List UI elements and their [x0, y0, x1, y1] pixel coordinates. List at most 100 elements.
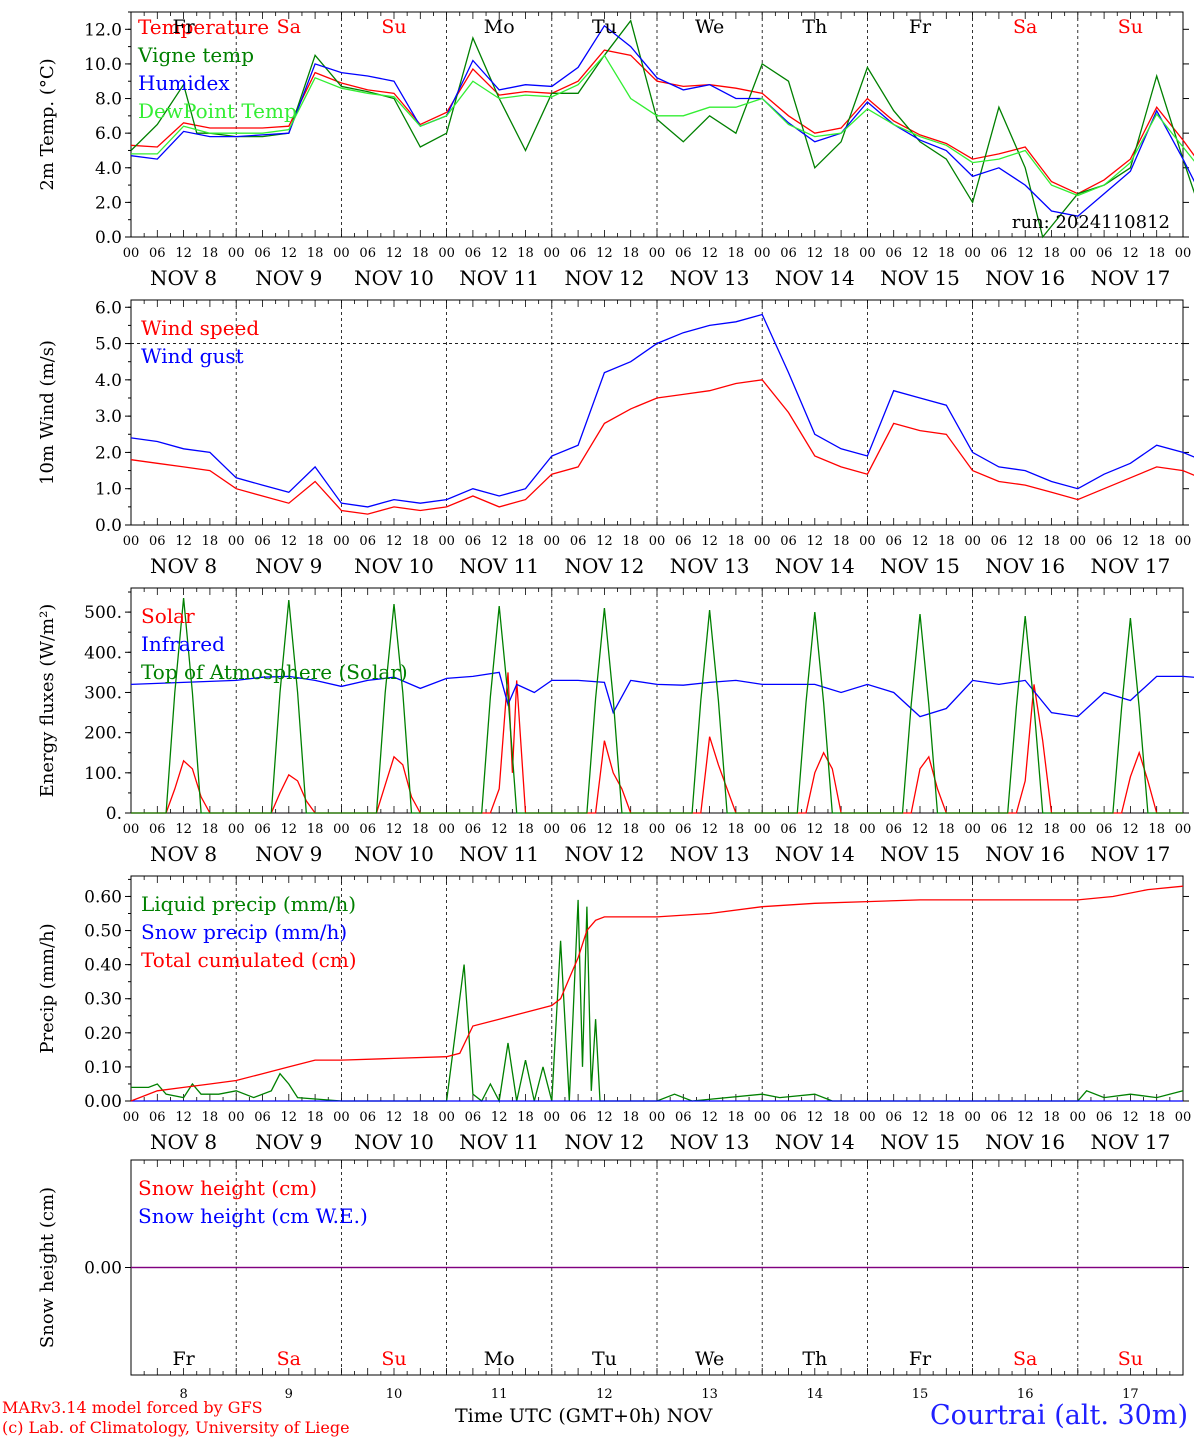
panel4-y-tick-label: 0.30	[84, 990, 122, 1010]
panel1-date-label: NOV 13	[670, 266, 750, 290]
panel3-hour-label: 18	[517, 822, 534, 837]
panel4-hour-label: 18	[938, 1110, 955, 1125]
panel1-hour-label: 18	[1148, 246, 1165, 261]
bottom-day-label: Sa	[1013, 1348, 1037, 1370]
panel2-date-label: NOV 8	[150, 554, 217, 578]
panel1-date-label: NOV 12	[565, 266, 645, 290]
top-day-label: We	[695, 16, 724, 38]
panel3-legend-entry: Solar	[141, 604, 195, 628]
panel2-y-tick-label: 5.0	[95, 335, 122, 355]
panel1-hour-label: 06	[254, 246, 271, 261]
panel3-hour-label: 00	[123, 822, 140, 837]
top-day-label: Su	[381, 16, 406, 38]
panel3-date-label: NOV 12	[565, 842, 645, 866]
panel4-date-label: NOV 8	[150, 1130, 217, 1154]
panel3-hour-label: 18	[622, 822, 639, 837]
panel1-hour-label: 00	[649, 246, 666, 261]
panel1-hour-label: 06	[780, 246, 797, 261]
panel2-hour-label: 06	[675, 534, 692, 549]
panel2-hour-label: 18	[622, 534, 639, 549]
panel4-hour-label: 00	[859, 1110, 876, 1125]
panel1-series-3	[130, 24, 1194, 217]
panel2-hour-label: 18	[1148, 534, 1165, 549]
panel4-date-label: NOV 10	[354, 1130, 434, 1154]
panel1-hour-label: 00	[544, 246, 561, 261]
panel3-hour-label: 00	[544, 822, 561, 837]
panel3-hour-label: 12	[175, 822, 192, 837]
panel1-hour-label: 06	[465, 246, 482, 261]
panel2-legend-entry: Wind gust	[141, 344, 244, 368]
panel2-y-tick-label: 4.0	[95, 371, 122, 391]
panel4-y-axis-label: Precip (mm/h)	[37, 923, 58, 1053]
panel3-hour-label: 06	[885, 822, 902, 837]
panel4-hour-label: 06	[1096, 1110, 1113, 1125]
panel3-hour-label: 06	[254, 822, 271, 837]
panel2-y-tick-label: 0.0	[95, 516, 122, 536]
panel2-date-label: NOV 16	[985, 554, 1065, 578]
panel1-hour-label: 18	[307, 246, 324, 261]
panel3-legend-entry: Infrared	[141, 632, 225, 656]
panel2-hour-label: 06	[780, 534, 797, 549]
panel1-hour-label: 18	[833, 246, 850, 261]
panel4-date-label: NOV 15	[880, 1130, 960, 1154]
panel2-y-axis-label: 10m Wind (m/s)	[37, 340, 58, 485]
panel1-hour-label: 00	[438, 246, 455, 261]
bottom-day-number: 10	[386, 1387, 403, 1402]
bottom-day-number: 16	[1017, 1387, 1034, 1402]
panel3-hour-label: 12	[596, 822, 613, 837]
panel1-y-tick-label: 10.0	[84, 55, 122, 75]
panel1-hour-label: 06	[991, 246, 1008, 261]
panel4-hour-label: 12	[386, 1110, 403, 1125]
panel2-hour-label: 12	[1017, 534, 1034, 549]
panel2-hour-label: 06	[570, 534, 587, 549]
panel1-hour-label: 12	[175, 246, 192, 261]
run-label: run: 2024110812	[1012, 212, 1170, 233]
top-day-label: Mo	[484, 16, 515, 38]
panel1-y-tick-label: 8.0	[95, 90, 122, 110]
panel3-y-tick-label: 400.	[84, 643, 122, 663]
panel5-y-axis-label: Snow height (cm)	[37, 1187, 58, 1348]
panel2-hour-label: 12	[596, 534, 613, 549]
panel1-frame	[130, 11, 1184, 238]
panel1-series-2	[130, 19, 1194, 239]
panel3-hour-label: 06	[570, 822, 587, 837]
panel3-hour-label: 00	[859, 822, 876, 837]
panel1-date-label: NOV 9	[255, 266, 322, 290]
panel1-hour-label: 18	[728, 246, 745, 261]
panel3-hour-label: 06	[149, 822, 166, 837]
panel2-hour-label: 06	[254, 534, 271, 549]
panel3-hour-label: 18	[307, 822, 324, 837]
panel4-hour-label: 12	[1017, 1110, 1034, 1125]
panel4-hour-label: 00	[649, 1110, 666, 1125]
top-day-label: Fr	[172, 16, 195, 38]
panel4-hour-label: 06	[570, 1110, 587, 1125]
bottom-day-number: 11	[491, 1387, 508, 1402]
panel1-hour-label: 06	[570, 246, 587, 261]
panel3-hour-label: 06	[465, 822, 482, 837]
panel2-date-label: NOV 11	[459, 554, 539, 578]
panel4-hour-label: 18	[517, 1110, 534, 1125]
panel1-hour-label: 18	[202, 246, 219, 261]
panel4-hour-label: 00	[123, 1110, 140, 1125]
panel4-hour-label: 00	[1175, 1110, 1192, 1125]
panel1-hour-label: 12	[1122, 246, 1139, 261]
panel3-hour-label: 18	[1148, 822, 1165, 837]
panel1-hour-label: 12	[386, 246, 403, 261]
station-name: Courtrai (alt. 30m)	[929, 1400, 1188, 1431]
panel1-legend-entry: Vigne temp	[137, 43, 254, 67]
bottom-day-number: 8	[179, 1387, 187, 1402]
panel1-hour-label: 00	[333, 246, 350, 261]
panel3-hour-label: 18	[1043, 822, 1060, 837]
panel4-hour-label: 18	[622, 1110, 639, 1125]
panel4-hour-label: 06	[465, 1110, 482, 1125]
panel3-hour-label: 12	[912, 822, 929, 837]
panel2-y-tick-label: 6.0	[95, 298, 122, 318]
panel1-hour-label: 18	[1043, 246, 1060, 261]
panel4-hour-label: 06	[359, 1110, 376, 1125]
panel1-hour-label: 18	[517, 246, 534, 261]
panel2-hour-label: 12	[1122, 534, 1139, 549]
panel5-legend-entry: Snow height (cm W.E.)	[138, 1204, 368, 1228]
panel1-y-axis-label: 2m Temp. (°C)	[37, 58, 58, 190]
top-day-label: Sa	[277, 16, 301, 38]
